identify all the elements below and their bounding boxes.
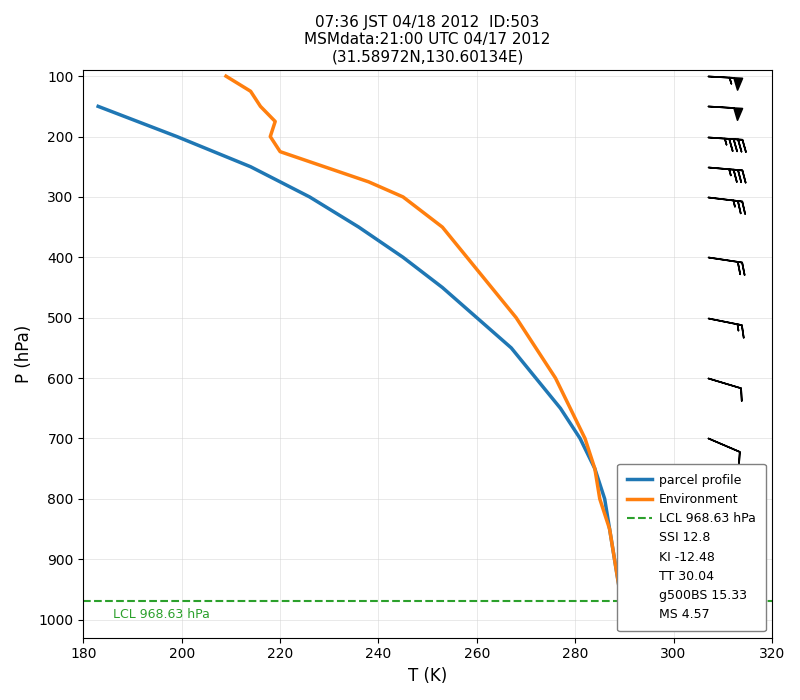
Legend: parcel profile, Environment, LCL 968.63 hPa, SSI 12.8, KI -12.48, TT 30.04, g500: parcel profile, Environment, LCL 968.63 … bbox=[618, 463, 766, 631]
Y-axis label: P (hPa): P (hPa) bbox=[15, 325, 33, 383]
Title: 07:36 JST 04/18 2012  ID:503
MSMdata:21:00 UTC 04/17 2012
(31.58972N,130.60134E): 07:36 JST 04/18 2012 ID:503 MSMdata:21:0… bbox=[305, 15, 551, 65]
Text: LCL 968.63 hPa: LCL 968.63 hPa bbox=[113, 608, 210, 621]
X-axis label: T (K): T (K) bbox=[408, 667, 447, 685]
